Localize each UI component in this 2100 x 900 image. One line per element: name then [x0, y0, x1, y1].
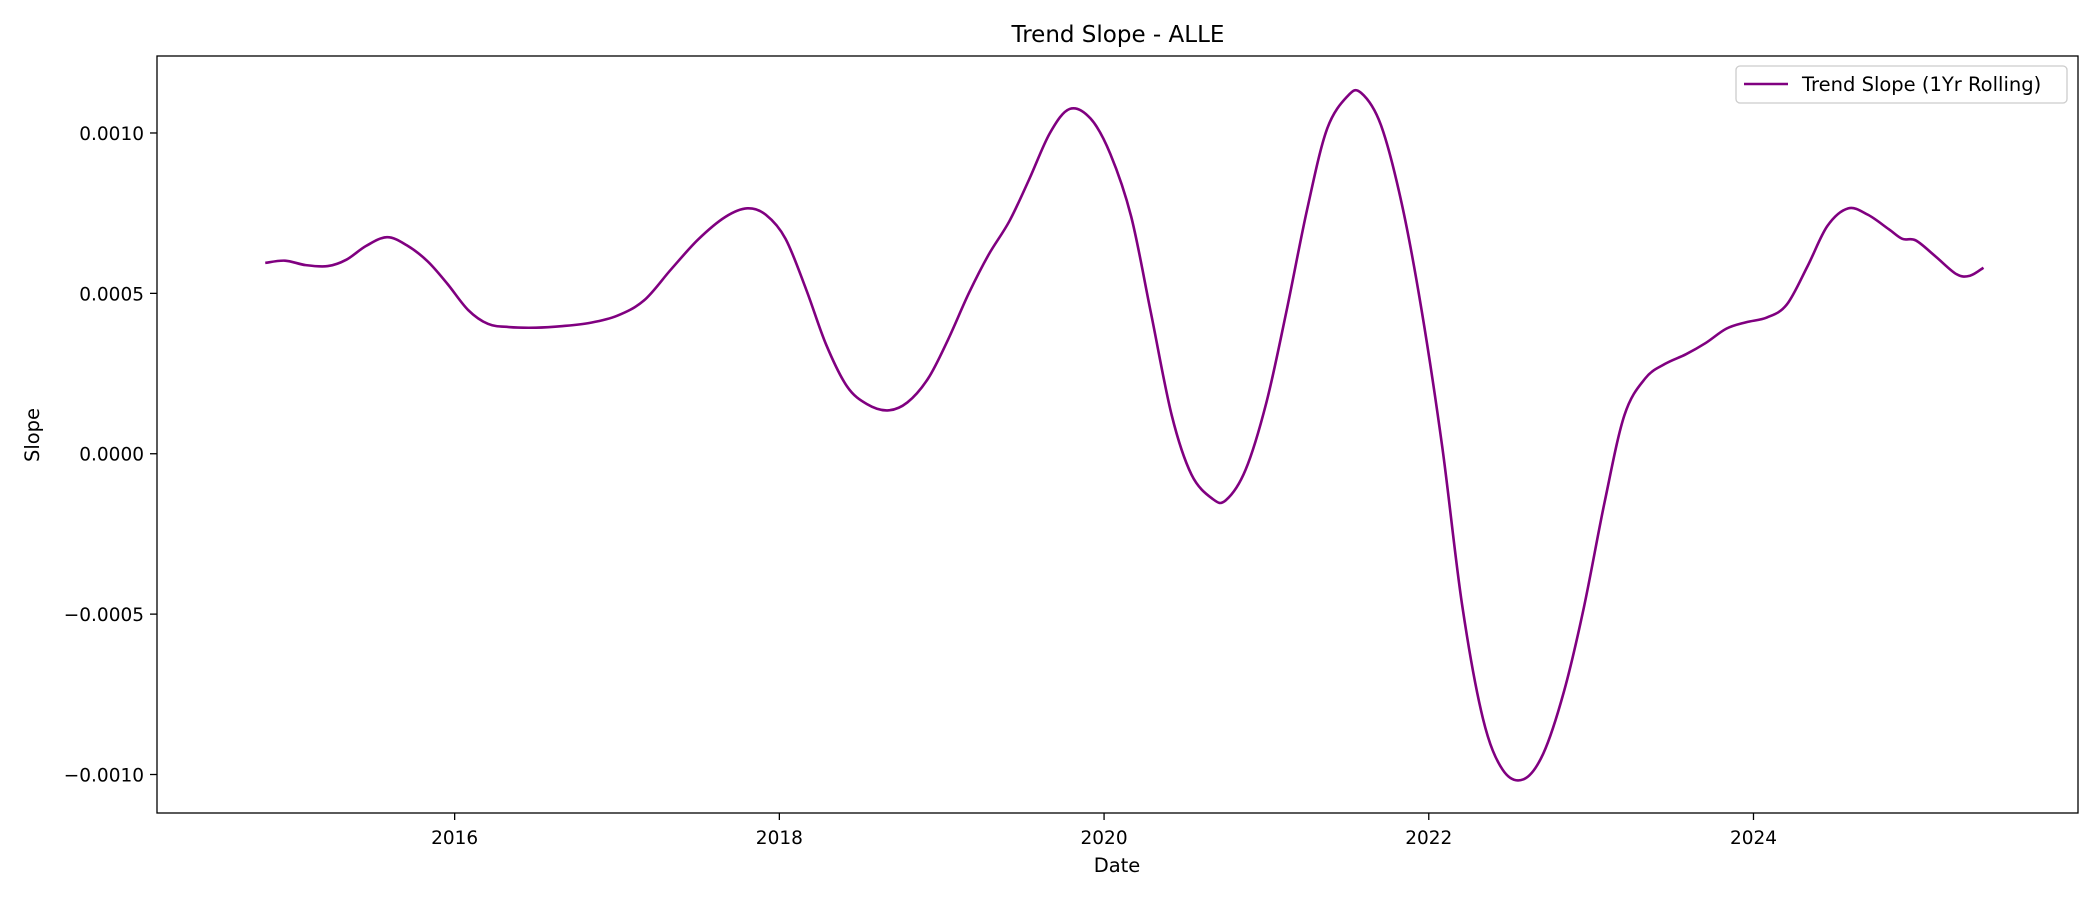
trend-slope-series-line [265, 88, 1985, 782]
y-tick-label: −0.0010 [64, 766, 144, 787]
axes-frame [156, 55, 2079, 814]
y-axis-ticks: −0.0010 −0.0005 0.0000 0.0005 0.0010 [64, 124, 157, 787]
x-axis-label: Date [1094, 854, 1141, 877]
plot-area: 2016 2018 2020 2022 2024 −0.0010 −0.0005 0.000… [64, 55, 2079, 849]
y-tick-label: 0.0000 [79, 445, 144, 466]
legend-label: Trend Slope (1Yr Rolling) [1801, 73, 2041, 96]
y-tick-label: −0.0005 [64, 605, 144, 626]
x-axis-ticks: 2016 2018 2020 2022 2024 [431, 813, 1777, 849]
legend-box [1735, 65, 2068, 104]
x-tick-label: 2020 [1081, 828, 1128, 849]
x-tick-label: 2024 [1730, 828, 1777, 849]
y-tick-label: 0.0010 [79, 124, 144, 145]
chart-title: Trend Slope - ALLE [1011, 22, 1225, 48]
x-tick-label: 2022 [1405, 828, 1452, 849]
x-tick-label: 2016 [431, 828, 478, 849]
legend: Trend Slope (1Yr Rolling) [1735, 65, 2068, 104]
series-layer [265, 88, 1985, 782]
x-tick-label: 2018 [756, 828, 803, 849]
y-axis-label: Slope [21, 408, 44, 462]
y-tick-label: 0.0005 [79, 284, 144, 305]
